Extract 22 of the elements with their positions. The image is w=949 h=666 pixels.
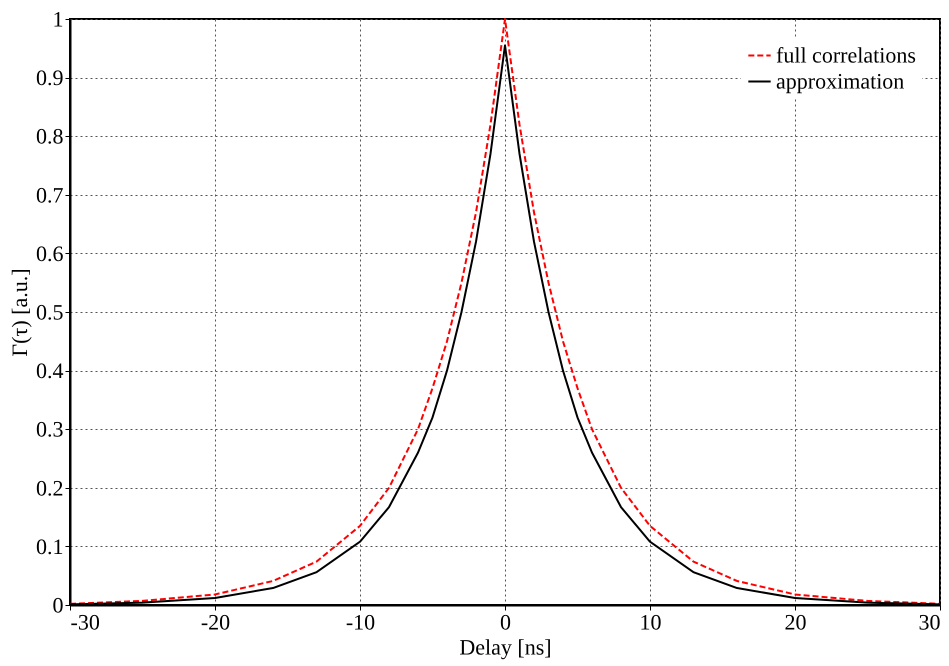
legend-label: approximation — [776, 68, 904, 94]
y-tick-label: 0.4 — [36, 358, 64, 384]
x-tick-label: 30 — [918, 610, 940, 634]
y-tick-label: 0.3 — [36, 416, 64, 442]
x-tick-label: -10 — [346, 610, 376, 634]
y-axis-title: Γ(τ) [a.u.] — [7, 268, 32, 357]
y-tick-label: 0.8 — [36, 124, 64, 149]
x-tick-label: -20 — [200, 610, 230, 634]
x-tick-label: -30 — [70, 610, 100, 634]
x-tick-label: 20 — [784, 610, 806, 634]
y-tick-label: 0.9 — [36, 65, 64, 90]
x-tick-label: 10 — [640, 610, 662, 634]
legend-label: full correlations — [776, 42, 916, 68]
x-axis-title: Delay [ns] — [459, 634, 552, 660]
y-tick-label: 0.2 — [36, 475, 64, 500]
y-tick-label: 0.7 — [36, 182, 64, 208]
y-tick-label: 0.5 — [36, 300, 64, 324]
y-tick-label: 0.6 — [36, 240, 64, 266]
y-tick-label: 0.1 — [36, 534, 64, 559]
x-tick-label: 0 — [500, 610, 511, 634]
y-tick-label: 0 — [52, 592, 64, 618]
y-tick-label: 1 — [52, 6, 64, 32]
